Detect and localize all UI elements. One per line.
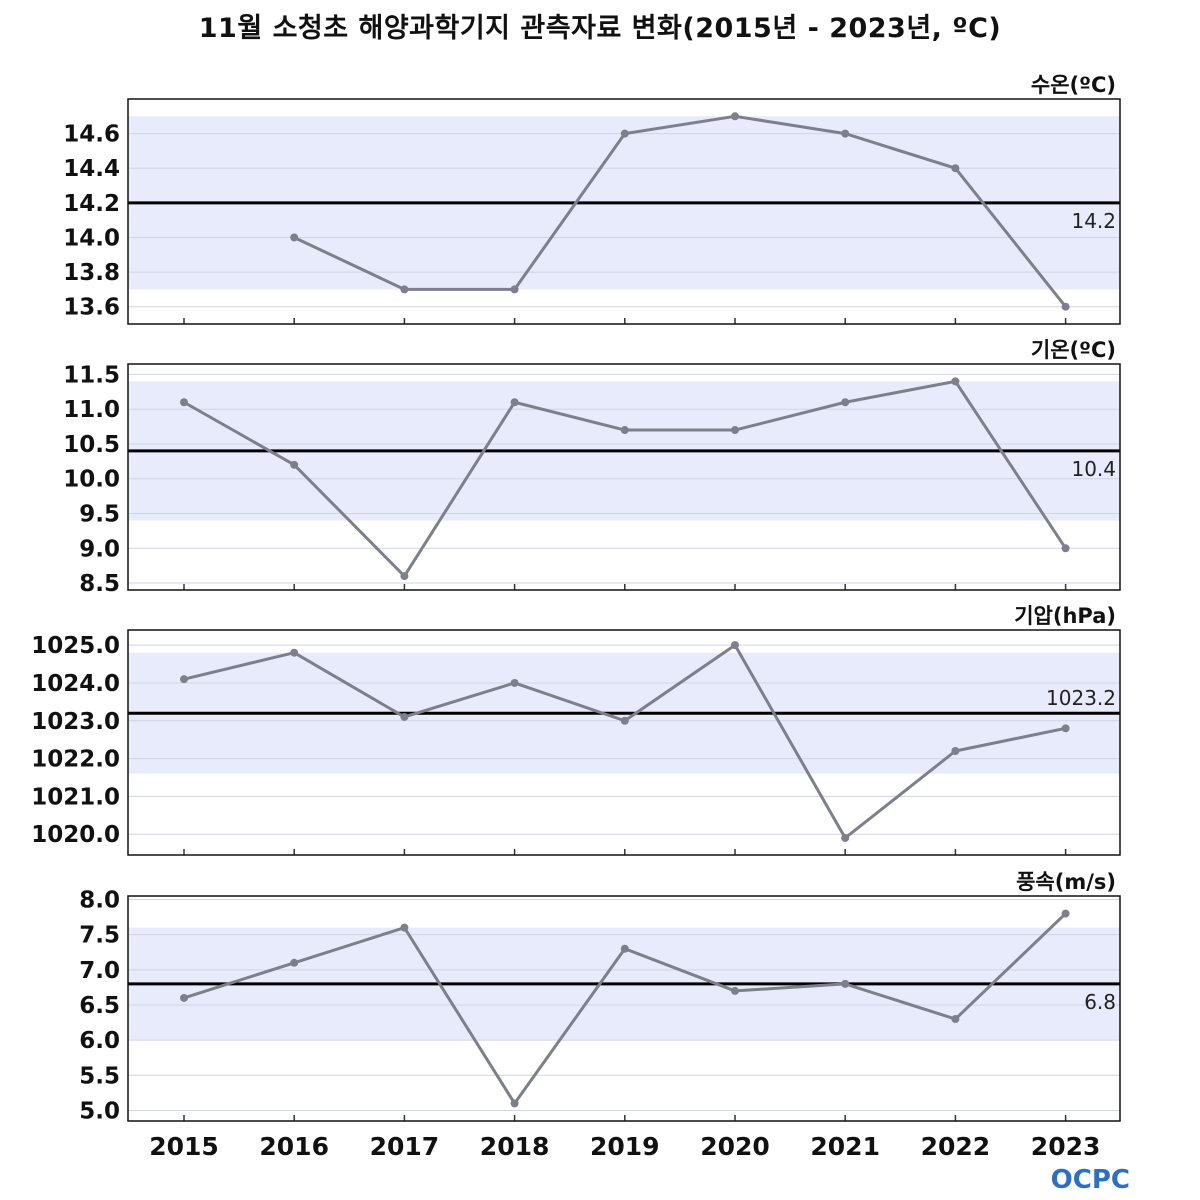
y-tick-label: 8.0 [79, 888, 120, 914]
average-label: 10.4 [1071, 457, 1116, 481]
series-line [293, 114, 1067, 308]
data-point [841, 398, 850, 407]
data-point [180, 993, 188, 1002]
x-tick-label: 2020 [700, 1132, 770, 1161]
data-point [510, 398, 519, 407]
panel-1: 13.6 13.8 14.0 14.2 14.4 14.6 14.2 수온(ºC) [63, 73, 1121, 325]
y-tick-label: 14.0 [63, 225, 120, 251]
data-point [290, 648, 299, 657]
x-tick-label: 2016 [259, 1132, 329, 1161]
average-label: 1023.2 [1046, 686, 1116, 710]
data-point [841, 979, 850, 988]
y-tick-label: 5.0 [79, 1098, 120, 1124]
data-point [841, 833, 850, 842]
panel-title: 기압(hPa) [1014, 604, 1116, 628]
average-label: 14.2 [1071, 209, 1116, 233]
y-tick-label: 1025.0 [31, 633, 120, 659]
x-tick-label: 2019 [590, 1132, 660, 1161]
x-tick-label: 2023 [1031, 1132, 1101, 1161]
data-point [620, 944, 629, 953]
data-point [400, 712, 409, 721]
data-point [180, 675, 188, 684]
data-point [620, 716, 629, 725]
y-tick-label: 9.5 [79, 502, 120, 528]
y-tick-label: 14.2 [63, 191, 120, 217]
data-point [400, 285, 409, 294]
y-tick-label: 6.5 [79, 993, 120, 1019]
plot-frame [127, 363, 1121, 591]
data-point [180, 398, 188, 407]
data-point [400, 572, 409, 581]
data-point [290, 958, 299, 967]
plot-frame [127, 629, 1121, 856]
data-point [951, 377, 960, 386]
y-tick-label: 9.0 [79, 536, 120, 562]
data-point [731, 112, 739, 121]
data-point [1061, 302, 1070, 311]
chart-title: 11월 소청초 해양과학기지 관측자료 변화(2015년 - 2023년, ºC… [198, 13, 1002, 44]
y-tick-label: 8.5 [79, 571, 120, 597]
y-tick-label: 5.5 [79, 1063, 120, 1089]
y-tick-label: 1024.0 [31, 671, 120, 697]
data-point [731, 641, 739, 650]
x-tick-label: 2015 [149, 1132, 219, 1161]
data-point [1061, 909, 1070, 918]
y-tick-label: 1022.0 [31, 747, 120, 773]
x-tick-label: 2022 [921, 1132, 991, 1161]
plot-frame [127, 98, 1121, 325]
data-point [510, 285, 519, 294]
data-point [951, 1015, 960, 1024]
data-point [951, 747, 960, 756]
data-point [841, 129, 850, 138]
x-tick-label: 2018 [480, 1132, 550, 1161]
y-tick-label: 13.8 [63, 260, 120, 286]
y-tick-label: 1020.0 [31, 822, 120, 848]
y-tick-label: 14.4 [63, 156, 120, 182]
y-tick-label: 10.5 [63, 432, 120, 458]
data-point [400, 923, 409, 932]
y-tick-label: 11.5 [63, 362, 120, 388]
data-point [1061, 724, 1070, 733]
y-tick-label: 13.6 [63, 295, 120, 321]
panel-2: 8.5 9.0 9.5 10.0 10.5 11.0 11.5 10.4 기온(ºC) [63, 338, 1121, 597]
y-tick-label: 7.0 [79, 958, 120, 984]
y-tick-label: 11.0 [63, 397, 120, 423]
ocpc-logo: OCPC [1051, 1165, 1130, 1195]
y-tick-label: 10.0 [63, 467, 120, 493]
data-point [731, 986, 739, 995]
data-point [731, 426, 739, 435]
panel-3: 1020.0 1021.0 1022.0 1023.0 1024.0 1025.0 1023… [31, 604, 1121, 856]
data-point [510, 1099, 519, 1108]
y-tick-label: 1023.0 [31, 709, 120, 735]
data-point [951, 164, 960, 173]
data-point [290, 460, 299, 469]
data-point [1061, 544, 1070, 553]
x-tick-label: 2017 [370, 1132, 440, 1161]
y-tick-label: 7.5 [79, 923, 120, 949]
panel-title: 수온(ºC) [1031, 73, 1116, 97]
plot-frame [127, 895, 1121, 1122]
data-point [620, 426, 629, 435]
average-label: 6.8 [1084, 990, 1116, 1014]
panel-4: 5.0 5.5 6.0 6.5 7.0 7.5 8.0 6.8 풍속(m/s) [79, 870, 1121, 1124]
y-tick-label: 14.6 [63, 122, 120, 148]
y-tick-label: 1021.0 [31, 784, 120, 810]
x-tick-label: 2021 [810, 1132, 880, 1161]
panel-title: 풍속(m/s) [1016, 870, 1116, 894]
y-tick-label: 6.0 [79, 1028, 120, 1054]
data-point [620, 129, 629, 138]
panel-title: 기온(ºC) [1031, 338, 1116, 362]
data-point [510, 678, 519, 687]
data-point [290, 233, 299, 242]
